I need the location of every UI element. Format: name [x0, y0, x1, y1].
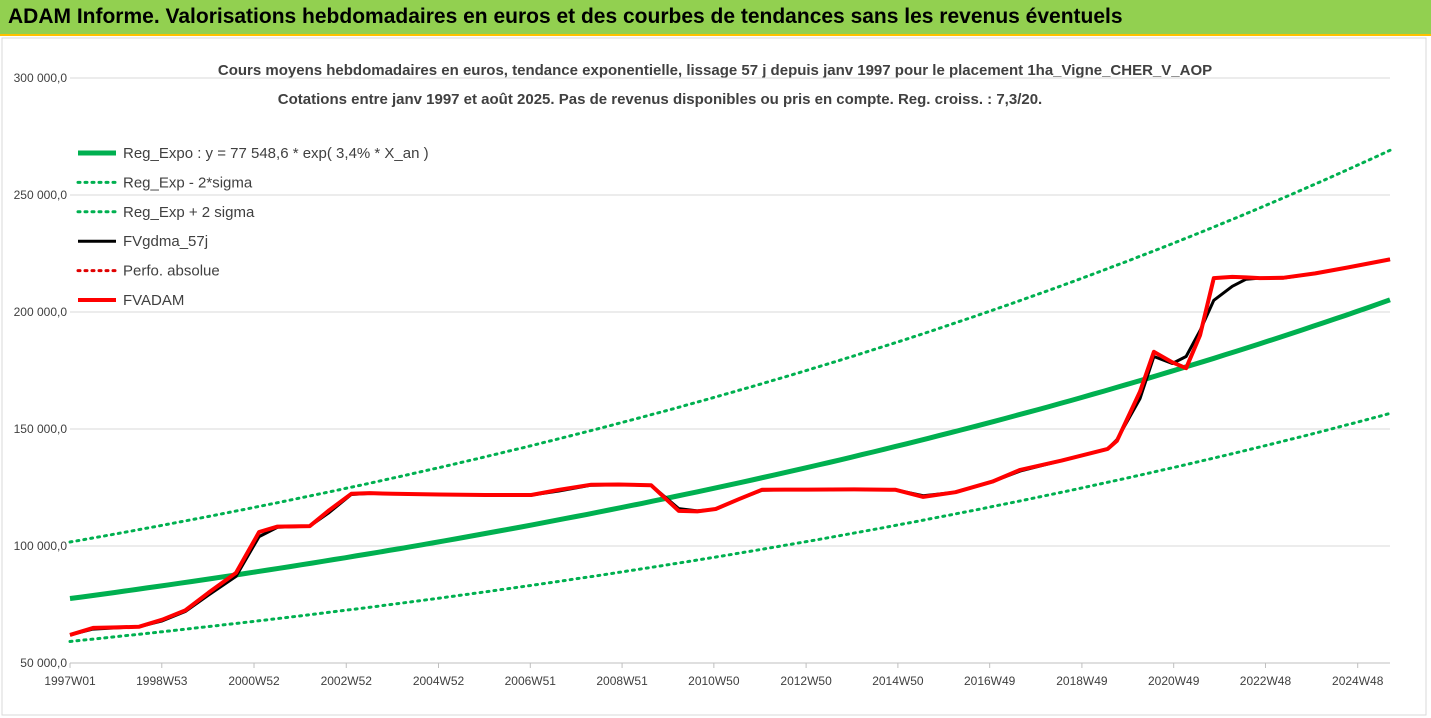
x-tick-label: 2002W52 [321, 674, 373, 688]
header-banner: ADAM Informe. Valorisations hebdomadaire… [0, 0, 1431, 36]
series-line [68, 148, 1392, 544]
x-tick-label: 1998W53 [136, 674, 188, 688]
x-tick-label: 2024W48 [1332, 674, 1384, 688]
x-tick-label: 2020W49 [1148, 674, 1200, 688]
legend-label: Reg_Expo : y = 77 548,6 * exp( 3,4% * X_… [123, 145, 429, 162]
x-tick-label: 1997W01 [44, 674, 96, 688]
chart-frame [1, 37, 1427, 716]
x-tick-label: 2008W51 [596, 674, 648, 688]
x-tick-label: 2010W50 [688, 674, 740, 688]
y-tick-label: 200 000,0 [14, 305, 68, 319]
axes: 50 000,0 100 000,0 150 000,0 200 000,0 250 0… [14, 71, 1390, 688]
legend-label: FVgdma_57j [123, 233, 208, 250]
y-tick-label: 50 000,0 [20, 656, 67, 670]
series-line [68, 411, 1392, 643]
x-tick-label: 2022W48 [1240, 674, 1292, 688]
legend-label: Reg_Exp - 2*sigma [123, 174, 253, 191]
gridlines [70, 77, 1390, 547]
banner-title: ADAM Informe. Valorisations hebdomadaire… [8, 5, 1123, 28]
x-tick-label: 2014W50 [872, 674, 924, 688]
y-tick-label: 150 000,0 [14, 422, 68, 436]
x-tick-label: 2004W52 [413, 674, 465, 688]
chart-subtitle: Cotations entre janv 1997 et août 2025. … [278, 91, 1042, 108]
x-tick-label: 2006W51 [505, 674, 557, 688]
series-layer [68, 148, 1392, 643]
chart: Cours moyens hebdomadaires en euros, ten… [1, 37, 1427, 716]
legend-label: Perfo. absolue [123, 263, 220, 280]
series-line [69, 297, 1391, 601]
legend-label: Reg_Exp + 2 sigma [123, 204, 255, 221]
y-tick-label: 300 000,0 [14, 71, 68, 85]
series-line [69, 257, 1391, 637]
x-tick-label: 2018W49 [1056, 674, 1108, 688]
x-tick-label: 2016W49 [964, 674, 1016, 688]
x-tick-label: 2000W52 [228, 674, 280, 688]
chart-title: Cours moyens hebdomadaires en euros, ten… [218, 62, 1212, 79]
legend: Reg_Expo : y = 77 548,6 * exp( 3,4% * X_… [76, 145, 429, 309]
legend-label: FVADAM [123, 292, 184, 309]
y-tick-label: 250 000,0 [14, 188, 68, 202]
x-tick-label: 2012W50 [780, 674, 832, 688]
y-tick-label: 100 000,0 [14, 539, 68, 553]
